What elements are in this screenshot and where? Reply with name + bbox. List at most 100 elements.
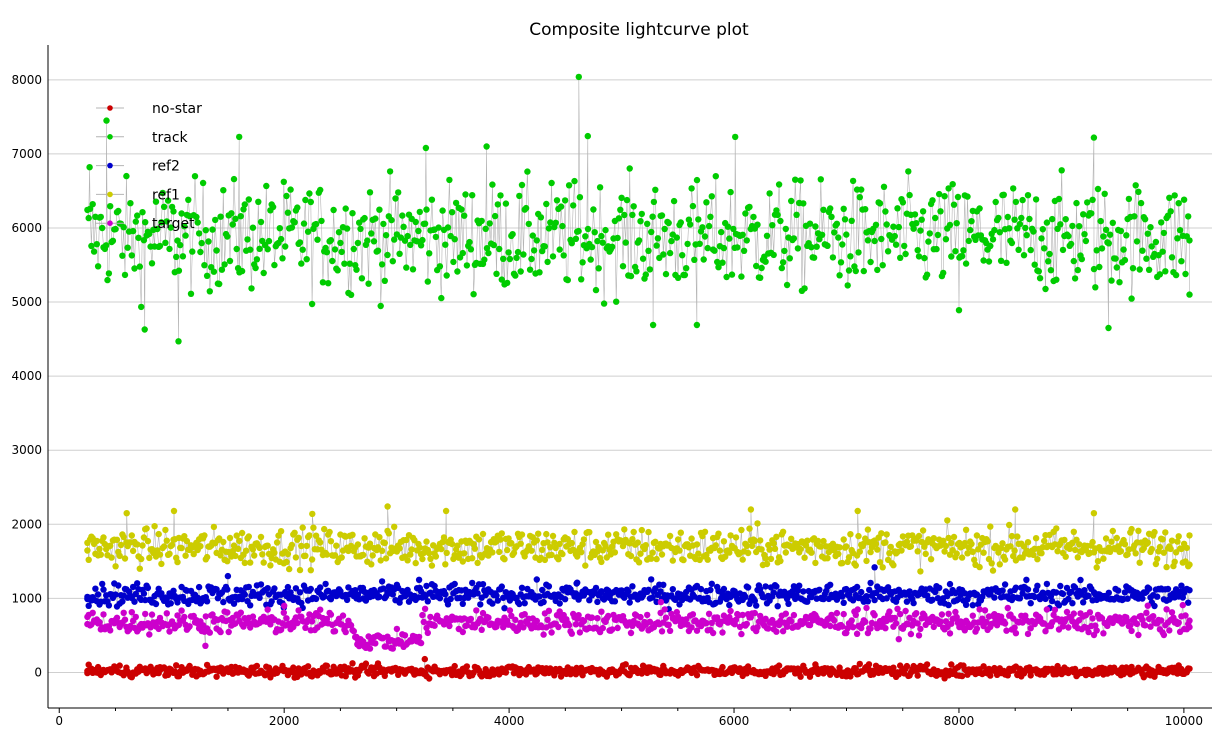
data-point	[1001, 556, 1009, 563]
data-point	[742, 593, 749, 600]
data-point	[303, 542, 310, 550]
data-point	[863, 557, 870, 565]
data-point	[1148, 545, 1156, 553]
data-point	[849, 177, 857, 185]
y-tick-label: 4000	[11, 369, 42, 383]
data-point	[444, 224, 452, 231]
data-point	[426, 250, 433, 257]
data-point	[298, 542, 305, 550]
data-point	[551, 539, 558, 546]
y-tick-label: 8000	[11, 73, 42, 87]
data-point	[382, 643, 390, 650]
data-point	[689, 611, 697, 618]
data-point	[135, 234, 142, 241]
data-point	[958, 554, 966, 561]
data-point	[627, 552, 635, 560]
data-point	[213, 673, 220, 680]
data-point	[849, 597, 857, 604]
data-point	[754, 221, 761, 228]
data-point	[498, 583, 505, 590]
data-point	[633, 268, 640, 275]
data-point	[598, 232, 605, 240]
data-point	[844, 282, 851, 289]
data-point	[203, 553, 211, 561]
data-point	[782, 610, 789, 617]
data-point	[290, 623, 297, 631]
data-point	[247, 559, 254, 566]
data-point	[330, 206, 337, 214]
data-point	[292, 554, 300, 561]
data-point	[369, 552, 376, 559]
data-point	[789, 588, 796, 595]
data-point	[1003, 627, 1010, 634]
data-point	[264, 246, 271, 253]
data-point	[284, 209, 292, 216]
data-point	[1088, 210, 1095, 217]
data-point	[728, 271, 736, 278]
data-point	[85, 214, 92, 222]
data-point	[1158, 219, 1165, 226]
data-point	[948, 539, 955, 547]
data-point	[372, 215, 379, 222]
data-point	[350, 628, 357, 635]
data-point	[613, 531, 620, 538]
data-point	[580, 617, 588, 625]
data-point	[238, 267, 246, 275]
data-point	[715, 530, 722, 537]
data-point	[806, 673, 814, 680]
data-point	[120, 609, 127, 616]
data-point	[813, 243, 820, 250]
data-point	[847, 531, 854, 538]
data-point	[670, 197, 678, 205]
data-point	[1069, 600, 1076, 607]
data-point	[451, 236, 458, 243]
data-point	[922, 550, 929, 558]
data-point	[1071, 665, 1079, 673]
data-point	[824, 242, 831, 249]
y-tick-label: 5000	[11, 295, 42, 309]
data-point	[1036, 275, 1044, 282]
data-point	[879, 564, 886, 571]
data-point	[393, 625, 401, 633]
data-point	[391, 236, 398, 243]
data-point	[711, 247, 718, 254]
data-point	[967, 226, 974, 234]
data-point	[454, 542, 461, 549]
data-point	[801, 285, 808, 292]
data-point	[1031, 261, 1038, 268]
data-point	[1147, 623, 1154, 630]
data-point	[442, 241, 449, 248]
data-point	[674, 536, 682, 543]
data-point	[899, 533, 907, 540]
data-point	[103, 117, 110, 124]
data-point	[485, 614, 492, 621]
data-point	[323, 551, 331, 558]
data-point	[1145, 585, 1153, 592]
data-point	[408, 546, 415, 553]
data-point	[424, 629, 431, 637]
data-point	[575, 227, 582, 235]
data-point	[592, 538, 600, 546]
data-point	[280, 609, 287, 616]
data-point	[170, 507, 178, 515]
data-point	[271, 585, 278, 592]
data-point	[707, 213, 714, 220]
data-point	[1109, 527, 1117, 535]
data-point	[321, 593, 328, 600]
data-point	[952, 608, 959, 616]
data-point	[770, 589, 777, 596]
data-point	[917, 625, 924, 633]
data-point	[658, 212, 666, 219]
data-point	[1065, 624, 1072, 631]
data-point	[841, 216, 849, 223]
data-point	[432, 233, 440, 241]
data-point	[1183, 544, 1191, 552]
data-point	[1067, 588, 1075, 596]
data-point	[638, 210, 645, 218]
data-point	[382, 555, 390, 562]
data-point	[1062, 553, 1069, 560]
data-point	[109, 237, 117, 244]
data-point	[491, 212, 499, 220]
data-point	[820, 595, 827, 603]
